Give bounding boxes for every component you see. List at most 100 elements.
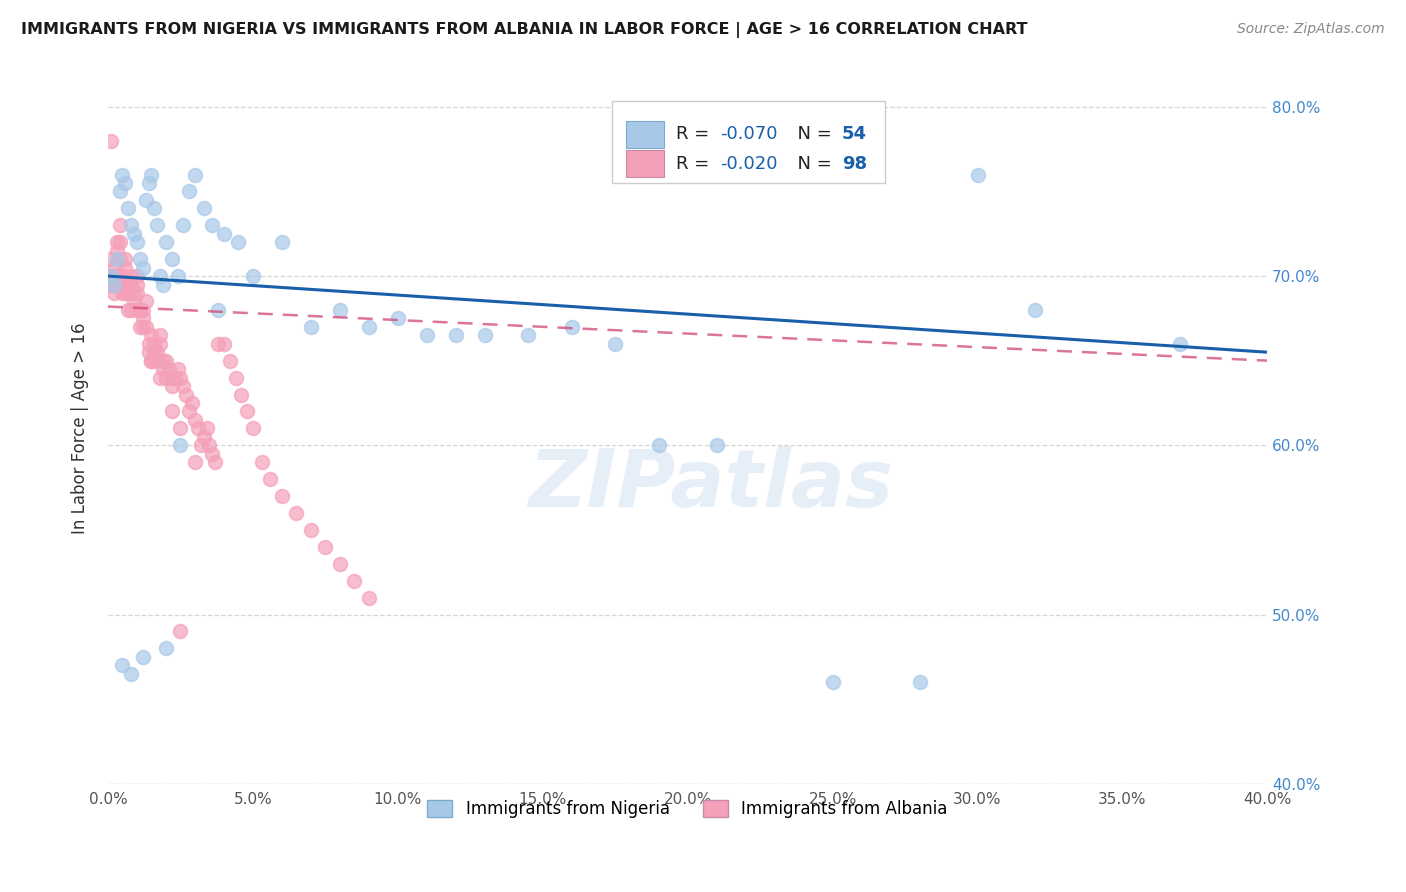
- Point: [125, 235, 148, 250]
- Point: [103, 277, 125, 292]
- Point: [132, 649, 155, 664]
- Point: [120, 219, 142, 233]
- Point: [125, 302, 148, 317]
- Point: [172, 379, 194, 393]
- Point: [225, 370, 247, 384]
- Point: [314, 540, 336, 554]
- Point: [357, 319, 380, 334]
- Point: [270, 489, 292, 503]
- Point: [141, 353, 163, 368]
- Point: [160, 370, 183, 384]
- Point: [108, 252, 131, 267]
- Point: [517, 328, 540, 343]
- Point: [207, 336, 229, 351]
- Point: [152, 353, 174, 368]
- Point: [201, 447, 224, 461]
- Point: [120, 302, 142, 317]
- Point: [329, 557, 352, 571]
- Point: [343, 574, 366, 588]
- Point: [169, 370, 191, 384]
- Point: [111, 277, 134, 292]
- Point: [201, 219, 224, 233]
- Point: [299, 523, 322, 537]
- Point: [114, 176, 136, 190]
- Point: [143, 345, 166, 359]
- Point: [184, 413, 207, 427]
- Point: [114, 260, 136, 275]
- Point: [190, 438, 212, 452]
- Point: [299, 319, 322, 334]
- Point: [236, 404, 259, 418]
- Point: [132, 319, 155, 334]
- Point: [103, 277, 125, 292]
- Point: [416, 328, 439, 343]
- Point: [228, 235, 250, 250]
- Point: [198, 438, 221, 452]
- Point: [218, 353, 240, 368]
- Point: [128, 252, 150, 267]
- Point: [103, 268, 125, 283]
- Point: [138, 345, 160, 359]
- Point: [100, 268, 122, 283]
- Point: [125, 268, 148, 283]
- Point: [117, 277, 139, 292]
- Point: [141, 328, 163, 343]
- Point: [122, 227, 145, 241]
- Point: [105, 252, 128, 267]
- Point: [135, 193, 157, 207]
- Point: [103, 268, 125, 283]
- Text: 98: 98: [842, 155, 868, 173]
- Point: [111, 268, 134, 283]
- Point: [105, 277, 128, 292]
- Point: [111, 285, 134, 300]
- Point: [149, 336, 172, 351]
- Point: [105, 244, 128, 258]
- Point: [111, 168, 134, 182]
- Point: [114, 285, 136, 300]
- Point: [174, 387, 197, 401]
- Point: [250, 455, 273, 469]
- Text: ZIPatlas: ZIPatlas: [529, 446, 893, 524]
- Point: [444, 328, 467, 343]
- Point: [212, 227, 235, 241]
- Point: [149, 370, 172, 384]
- Point: [966, 168, 988, 182]
- FancyBboxPatch shape: [612, 102, 884, 183]
- Point: [204, 455, 226, 469]
- Point: [100, 252, 122, 267]
- Point: [117, 202, 139, 216]
- Point: [160, 404, 183, 418]
- Point: [122, 285, 145, 300]
- Point: [128, 319, 150, 334]
- Text: N =: N =: [786, 155, 838, 173]
- Point: [125, 285, 148, 300]
- Point: [143, 336, 166, 351]
- Point: [141, 353, 163, 368]
- Point: [103, 260, 125, 275]
- Point: [114, 252, 136, 267]
- Point: [108, 219, 131, 233]
- Point: [111, 268, 134, 283]
- Point: [474, 328, 496, 343]
- Point: [647, 438, 669, 452]
- Point: [100, 277, 122, 292]
- Point: [1170, 336, 1192, 351]
- Point: [152, 277, 174, 292]
- Point: [111, 658, 134, 673]
- Point: [166, 268, 188, 283]
- Point: [125, 277, 148, 292]
- Point: [270, 235, 292, 250]
- Point: [387, 311, 409, 326]
- Point: [181, 396, 204, 410]
- Point: [212, 336, 235, 351]
- Point: [821, 675, 844, 690]
- Point: [169, 421, 191, 435]
- Point: [155, 235, 177, 250]
- Point: [157, 362, 180, 376]
- Point: [163, 370, 186, 384]
- Point: [155, 641, 177, 656]
- Bar: [626, 120, 665, 147]
- Point: [117, 302, 139, 317]
- Point: [146, 219, 169, 233]
- Point: [135, 319, 157, 334]
